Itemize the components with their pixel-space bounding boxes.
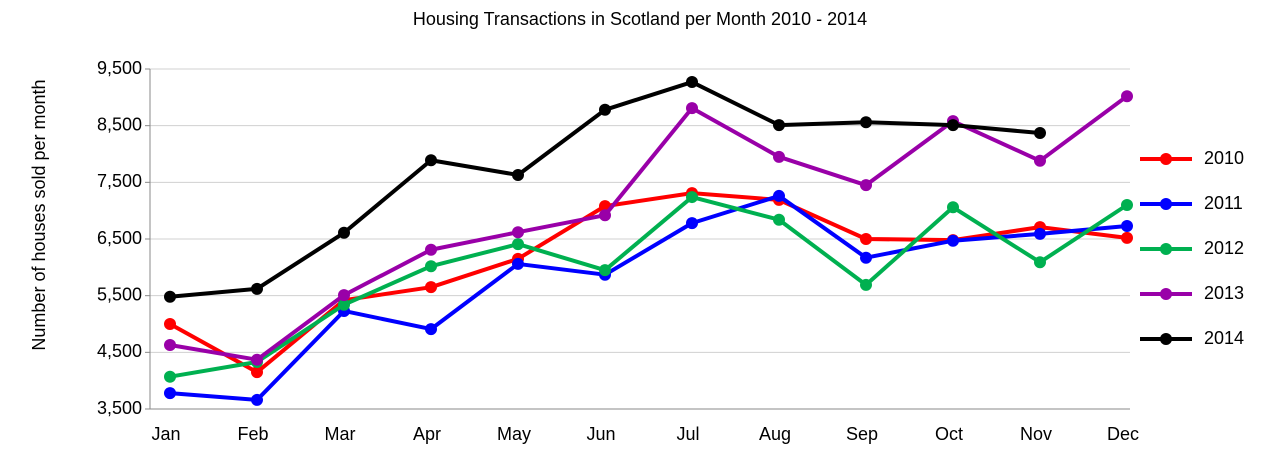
legend-marker <box>1160 288 1172 300</box>
data-point <box>512 168 524 181</box>
legend-marker <box>1160 333 1172 345</box>
data-point <box>425 323 437 336</box>
legend-label: 2014 <box>1204 328 1244 348</box>
data-point <box>512 257 524 270</box>
data-point <box>251 393 263 406</box>
data-point <box>251 353 263 366</box>
legend-marker <box>1160 198 1172 210</box>
data-point <box>338 289 350 302</box>
y-tick-label: 7,500 <box>97 171 142 191</box>
data-point <box>425 260 437 273</box>
data-point <box>860 179 872 192</box>
legend-marker <box>1160 153 1172 165</box>
data-point <box>860 116 872 129</box>
legend-label: 2010 <box>1204 148 1244 168</box>
legend-marker <box>1160 243 1172 255</box>
data-point <box>1121 90 1133 103</box>
data-point <box>512 226 524 239</box>
data-point <box>773 150 785 163</box>
data-point <box>1034 127 1046 140</box>
x-tick-label: Nov <box>1020 424 1052 444</box>
x-tick-label: May <box>497 424 531 444</box>
data-point <box>425 281 437 294</box>
data-point <box>164 387 176 400</box>
x-tick-label: Jun <box>586 424 615 444</box>
data-point <box>860 278 872 291</box>
data-point <box>599 209 611 222</box>
data-point <box>773 119 785 132</box>
data-point <box>773 213 785 226</box>
x-tick-label: Jan <box>151 424 180 444</box>
data-point <box>251 366 263 379</box>
data-point <box>686 217 698 230</box>
data-point <box>425 154 437 167</box>
data-point <box>860 251 872 264</box>
data-point <box>164 370 176 383</box>
data-point <box>686 102 698 115</box>
x-tick-label: Oct <box>935 424 963 444</box>
data-point <box>425 243 437 256</box>
data-point <box>1034 227 1046 240</box>
y-tick-label: 6,500 <box>97 228 142 248</box>
data-point <box>164 338 176 351</box>
y-tick-label: 9,500 <box>97 58 142 78</box>
series-line <box>169 195 1129 379</box>
data-point <box>164 318 176 330</box>
data-point <box>1034 256 1046 269</box>
x-tick-label: Dec <box>1107 424 1139 444</box>
data-point <box>599 103 611 116</box>
x-tick-label: Jul <box>676 424 699 444</box>
x-tick-label: Feb <box>237 424 268 444</box>
data-point <box>860 233 872 245</box>
chart-title: Housing Transactions in Scotland per Mon… <box>413 9 867 29</box>
y-tick-label: 8,500 <box>97 114 142 134</box>
data-point <box>338 298 350 311</box>
x-tick-label: Apr <box>413 424 441 444</box>
data-point <box>251 282 263 295</box>
data-point <box>1121 231 1133 244</box>
data-point <box>338 226 350 239</box>
data-point <box>1034 154 1046 167</box>
data-point <box>947 201 959 214</box>
y-tick-label: 5,500 <box>97 284 142 304</box>
series-line <box>169 193 1128 402</box>
data-point <box>686 191 698 204</box>
y-tick-label: 3,500 <box>97 398 142 418</box>
series-line <box>169 191 1128 375</box>
legend-label: 2011 <box>1204 193 1243 213</box>
x-tick-label: Sep <box>846 424 878 444</box>
y-axis-title: Number of houses sold per month <box>29 79 49 350</box>
data-point <box>947 234 959 247</box>
y-tick-label: 4,500 <box>97 341 142 361</box>
data-point <box>1121 219 1133 232</box>
data-point <box>599 264 611 277</box>
legend-label: 2012 <box>1204 238 1244 258</box>
data-point <box>773 189 785 202</box>
data-point <box>947 119 959 132</box>
data-point <box>1121 199 1133 211</box>
data-point <box>164 290 176 303</box>
x-tick-label: Aug <box>759 424 791 444</box>
x-tick-label: Mar <box>325 424 356 444</box>
data-point <box>686 76 698 89</box>
data-point <box>512 238 524 251</box>
legend-label: 2013 <box>1204 283 1244 303</box>
